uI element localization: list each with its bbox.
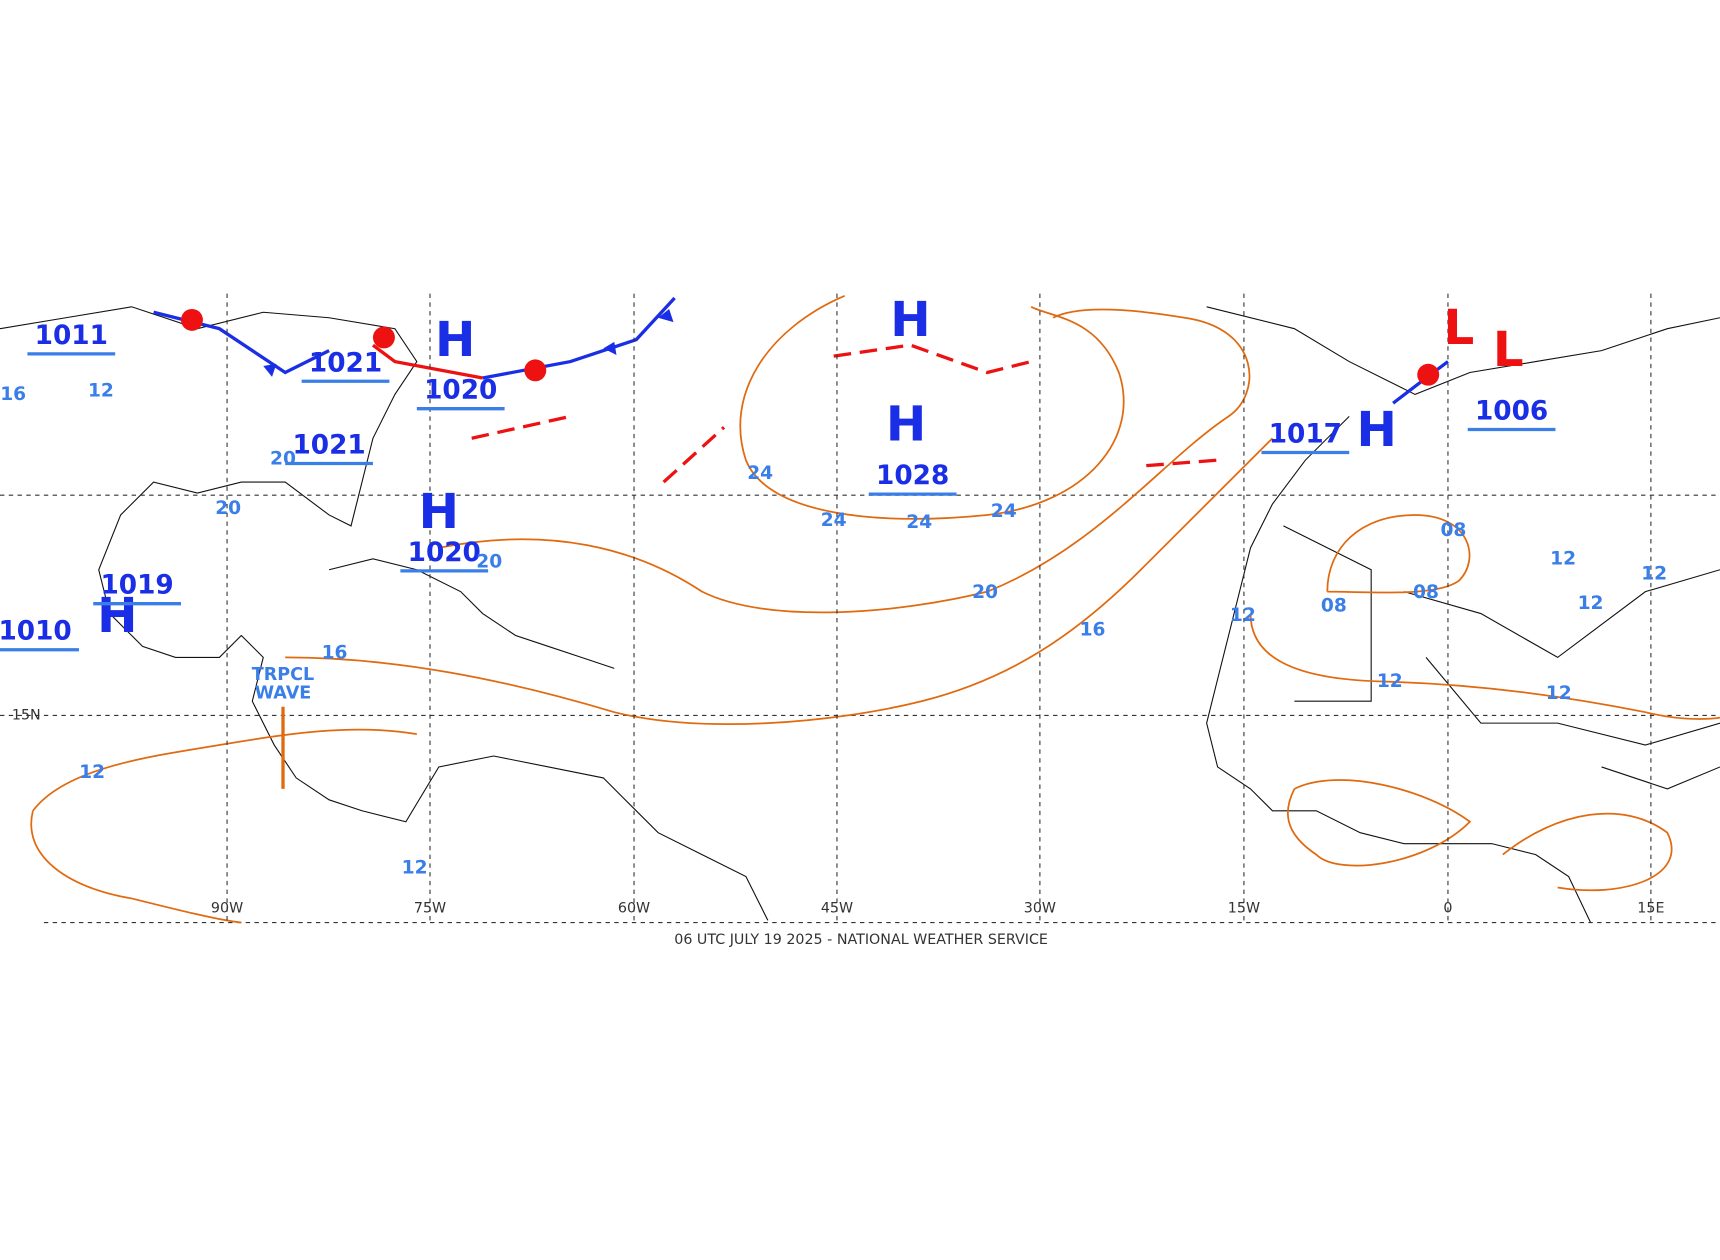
pressure-center: H [1356, 402, 1396, 458]
pressure-center: L [1444, 300, 1475, 356]
pressure-value: 1017 [1269, 419, 1342, 449]
isobars [30, 295, 1720, 924]
isobar-label: 24 [747, 463, 773, 484]
isobar-label: 12 [402, 857, 428, 878]
pressure-value: 1028 [876, 461, 949, 491]
pressure-center: L [1493, 322, 1524, 378]
pressure-center: H [435, 312, 475, 368]
annotation: TRPCL WAVE [252, 665, 314, 704]
isobar-label: 24 [991, 501, 1017, 522]
isobar-label: 16 [0, 384, 26, 405]
longitude-label: 15E [1637, 900, 1664, 916]
pressure-value: 1021 [309, 348, 382, 378]
graticule [0, 494, 1720, 924]
longitude-label: 0 [1443, 900, 1452, 916]
isobar-label: 12 [1641, 564, 1667, 585]
pressure-value: 1020 [408, 538, 481, 568]
isobar-label: 24 [906, 512, 932, 533]
pressure-center: H [419, 484, 459, 540]
pressure-value: 1011 [35, 321, 108, 351]
pressure-center: H [97, 588, 137, 644]
labels: 06 UTC JULY 19 2025 - NATIONAL WEATHER S… [0, 292, 1667, 948]
longitude-label: 45W [821, 900, 853, 916]
isobar-label: 20 [972, 582, 998, 603]
isobar-label: 12 [1230, 605, 1256, 626]
isobar-label: 12 [1550, 548, 1576, 569]
isobar-label: 08 [1413, 582, 1439, 603]
pressure-value: 1006 [1475, 396, 1548, 426]
pressure-value: 1010 [0, 617, 72, 647]
pressure-value: 1021 [292, 430, 365, 460]
isobar-label: 20 [476, 552, 502, 573]
isobar-label: 12 [79, 762, 105, 783]
pressure-value: 1019 [100, 571, 173, 601]
isobar-label: 08 [1321, 595, 1347, 616]
coastlines [0, 306, 1720, 923]
isobar-label: 12 [1578, 593, 1604, 614]
isobar-label: 16 [322, 643, 348, 664]
longitude-label: 30W [1024, 900, 1056, 916]
isobar-label: 08 [1440, 520, 1466, 541]
isobar-label: 24 [821, 510, 847, 531]
longitude-label: 75W [414, 900, 446, 916]
footer: 06 UTC JULY 19 2025 - NATIONAL WEATHER S… [674, 932, 1048, 948]
longitude-label: 60W [618, 900, 650, 916]
pressure-center: H [890, 292, 930, 348]
isobar-label: 12 [88, 381, 114, 402]
pressure-center: H [886, 396, 926, 452]
longitude-label: 90W [211, 900, 243, 916]
isobar-label: 20 [270, 449, 296, 470]
latitude-label: 15N [12, 707, 41, 723]
isobar-label: 16 [1080, 620, 1106, 641]
longitude-label: 15W [1228, 900, 1260, 916]
pressure-value: 1020 [424, 376, 497, 406]
isobar-label: 12 [1377, 671, 1403, 692]
isobar-label: 12 [1546, 683, 1572, 704]
isobar-label: 20 [215, 498, 241, 519]
fronts [153, 296, 1449, 789]
